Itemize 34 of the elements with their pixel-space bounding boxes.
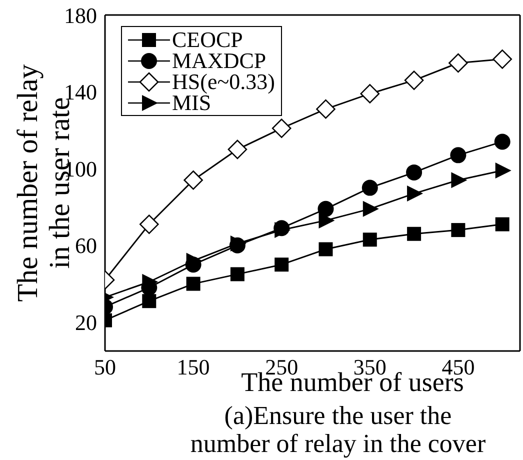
point [316, 99, 336, 119]
point [142, 294, 156, 308]
point [186, 276, 200, 291]
point [230, 267, 244, 282]
point [495, 162, 512, 179]
point [407, 186, 424, 202]
point [318, 242, 333, 256]
point [448, 53, 468, 73]
point [362, 200, 379, 217]
point [492, 50, 512, 69]
point [407, 226, 422, 241]
y-tick-label: 20 [75, 310, 97, 336]
point [406, 164, 422, 180]
y-tick-label: 60 [75, 233, 97, 258]
point [495, 217, 510, 232]
x-tick-label: 50 [94, 354, 116, 380]
point [362, 232, 377, 247]
point [274, 258, 289, 272]
point [272, 118, 292, 138]
point [360, 84, 380, 104]
point [404, 70, 424, 90]
y-tick-label: 180 [64, 2, 97, 28]
point [362, 180, 378, 196]
point [318, 200, 334, 217]
point [184, 170, 203, 190]
point [450, 147, 466, 164]
point [451, 172, 468, 188]
point [451, 223, 466, 238]
point [318, 212, 335, 228]
point [228, 140, 248, 160]
point [140, 214, 159, 234]
text: (a)Ensure the user the number of relay in the cover [189, 401, 487, 458]
point [494, 134, 510, 150]
x-tick-label: 150 [176, 354, 210, 380]
